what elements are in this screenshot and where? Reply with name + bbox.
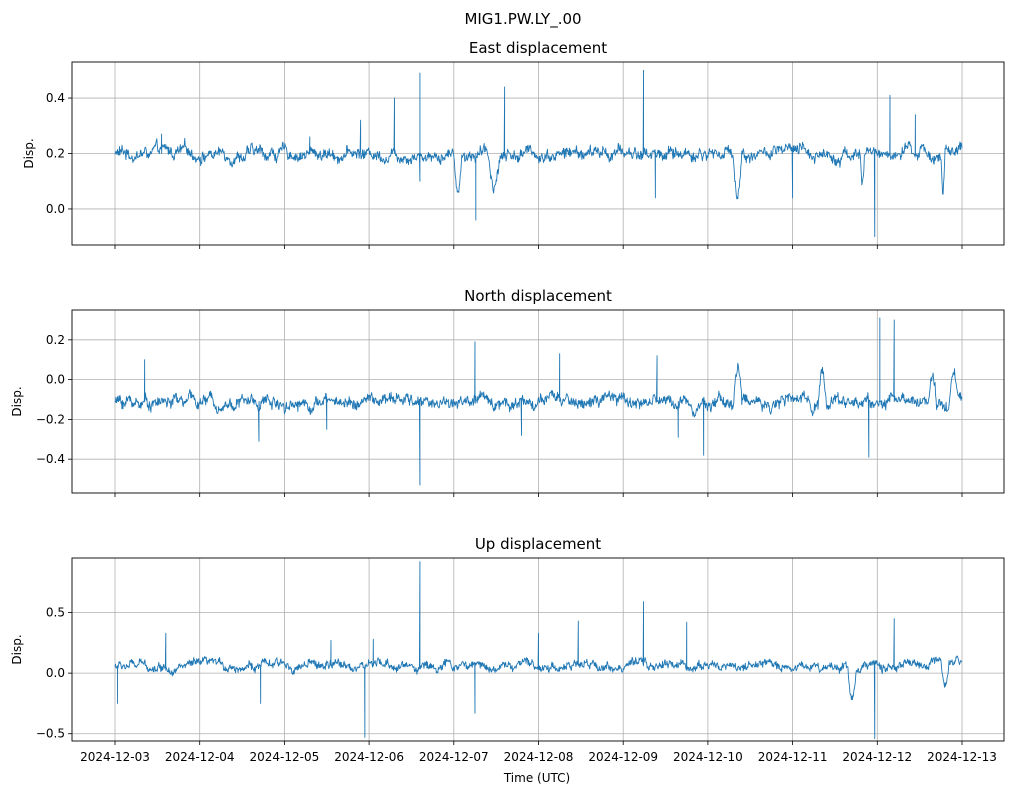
x-tick-label: 2024-12-12 bbox=[842, 750, 912, 764]
y-tick-label: −0.2 bbox=[36, 412, 65, 426]
subplot-2: North displacement −0.4 −0.2 0.0 0.2 Disp. bbox=[10, 287, 1005, 497]
x-tick-label: 2024-12-04 bbox=[165, 750, 235, 764]
x-tick-label: 2024-12-09 bbox=[588, 750, 658, 764]
x-tick-label: 2024-12-10 bbox=[673, 750, 743, 764]
axes-frame bbox=[71, 309, 1005, 494]
subplot-title: North displacement bbox=[464, 287, 612, 305]
series-line bbox=[114, 317, 963, 486]
x-tick-label: 2024-12-05 bbox=[250, 750, 320, 764]
series-line bbox=[114, 69, 963, 238]
y-axis-label: Disp. bbox=[22, 138, 36, 168]
subplot-title: Up displacement bbox=[475, 535, 601, 553]
y-tick-label: −0.5 bbox=[36, 727, 65, 741]
y-tick-label: 0.2 bbox=[46, 333, 65, 347]
y-tick-label: 0.4 bbox=[46, 91, 65, 105]
subplot-title: East displacement bbox=[469, 39, 607, 57]
y-tick-label: 0.0 bbox=[46, 373, 65, 387]
x-tick-label: 2024-12-13 bbox=[927, 750, 997, 764]
x-tick-label: 2024-12-06 bbox=[334, 750, 404, 764]
y-tick-label: 0.0 bbox=[46, 666, 65, 680]
x-tick-label: 2024-12-07 bbox=[419, 750, 489, 764]
x-axis-label: Time (UTC) bbox=[503, 771, 570, 785]
y-tick-label: 0.5 bbox=[46, 606, 65, 620]
subplot-3: Up displacement −0.5 0.0 0.5 Disp. 2024-12-03… bbox=[10, 535, 1005, 764]
series-line bbox=[114, 561, 963, 740]
x-tick-label: 2024-12-03 bbox=[80, 750, 150, 764]
y-tick-label: 0.0 bbox=[46, 202, 65, 216]
y-axis-label: Disp. bbox=[10, 386, 24, 416]
axes-frame bbox=[71, 61, 1005, 246]
x-tick-label: 2024-12-11 bbox=[758, 750, 828, 764]
y-tick-label: −0.4 bbox=[36, 452, 65, 466]
subplot-1: East displacement 0.0 0.2 0.4 Disp. bbox=[22, 39, 1005, 249]
y-tick-label: 0.2 bbox=[46, 147, 65, 161]
axes-frame bbox=[71, 557, 1005, 742]
y-axis-label: Disp. bbox=[10, 634, 24, 664]
x-tick-label: 2024-12-08 bbox=[504, 750, 574, 764]
figure-suptitle: MIG1.PW.LY_.00 bbox=[464, 10, 581, 29]
